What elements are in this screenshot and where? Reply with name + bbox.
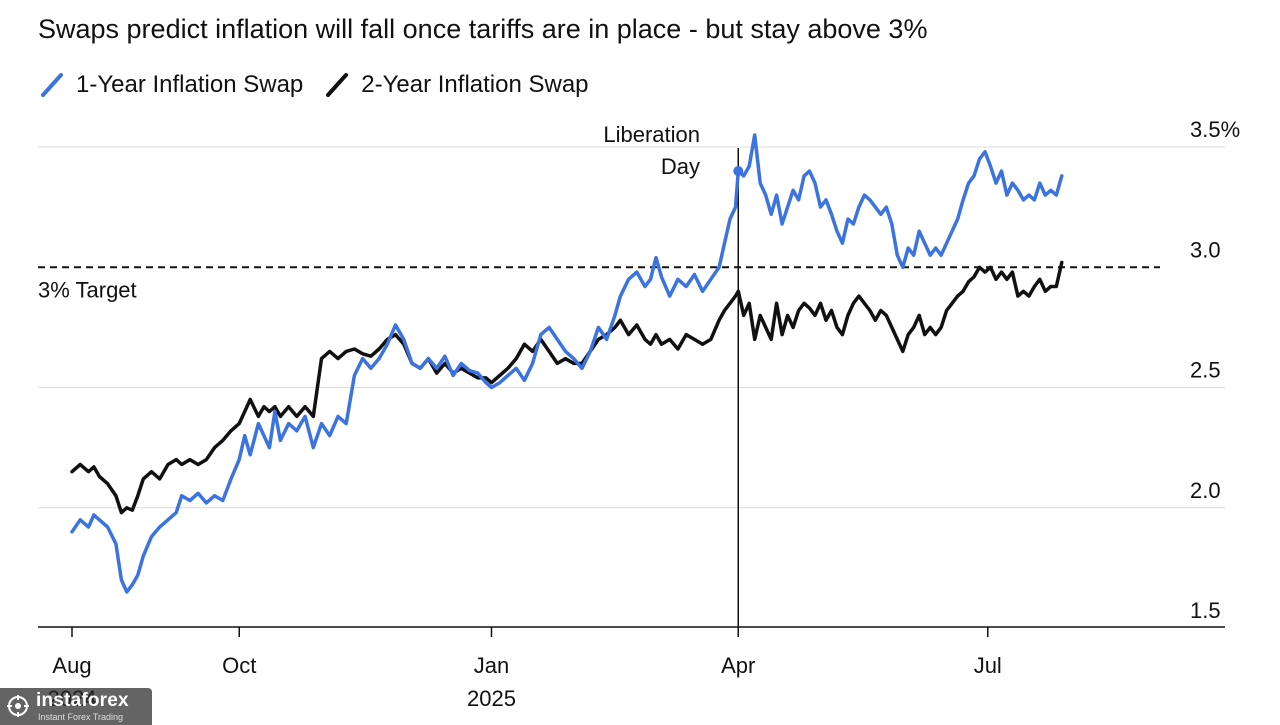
watermark: instaforex Instant Forex Trading	[0, 688, 152, 725]
event-label-line2: Day	[661, 154, 700, 179]
event-label-line1: Liberation	[603, 122, 700, 147]
x-tick-label-0: Aug	[52, 653, 91, 678]
x-tick-sublabel-2: 2025	[467, 686, 516, 711]
series-line-2y	[70, 260, 1064, 515]
legend-swatch-2y-icon	[326, 73, 349, 97]
chart-title: Swaps predict inflation will fall once t…	[38, 14, 928, 44]
target-label: 3% Target	[38, 277, 137, 302]
legend-swatch-1y-icon	[41, 73, 63, 97]
x-tick-label-2: Jan	[474, 653, 509, 678]
x-tick-label-3: Apr	[721, 653, 755, 678]
x-tick-label-4: Jul	[974, 653, 1002, 678]
legend: 1-Year Inflation Swap 2-Year Inflation S…	[40, 70, 611, 100]
y-tick-label-0: 1.5	[1190, 598, 1221, 623]
gridlines	[38, 146, 1225, 509]
watermark-brand: instaforex	[36, 690, 129, 711]
series-line-1y	[70, 133, 1064, 594]
instaforex-logo-icon	[7, 695, 29, 717]
series-lines	[70, 133, 1064, 594]
legend-item-1y: 1-Year Inflation Swap	[40, 71, 303, 99]
y-tick-label-3: 3.0	[1190, 237, 1221, 262]
y-tick-label-1: 2.0	[1190, 478, 1221, 503]
legend-item-2y: 2-Year Inflation Swap	[325, 71, 589, 99]
x-tick-label-1: Oct	[222, 653, 256, 678]
y-axis-ticks: 1.5 2.0 2.5 3.0 3.5%	[1190, 117, 1240, 623]
legend-label-1y: 1-Year Inflation Swap	[76, 71, 304, 98]
legend-label-2y: 2-Year Inflation Swap	[361, 71, 589, 98]
watermark-tagline: Instant Forex Trading	[38, 712, 124, 722]
y-tick-label-2: 2.5	[1190, 358, 1221, 383]
event-marker: Liberation Day	[603, 122, 740, 627]
y-tick-label-4: 3.5%	[1190, 117, 1240, 142]
target-reference: 3% Target	[38, 266, 1160, 302]
event-dot	[733, 166, 744, 177]
x-axis: Aug2024OctJan2025AprJul	[38, 626, 1225, 711]
